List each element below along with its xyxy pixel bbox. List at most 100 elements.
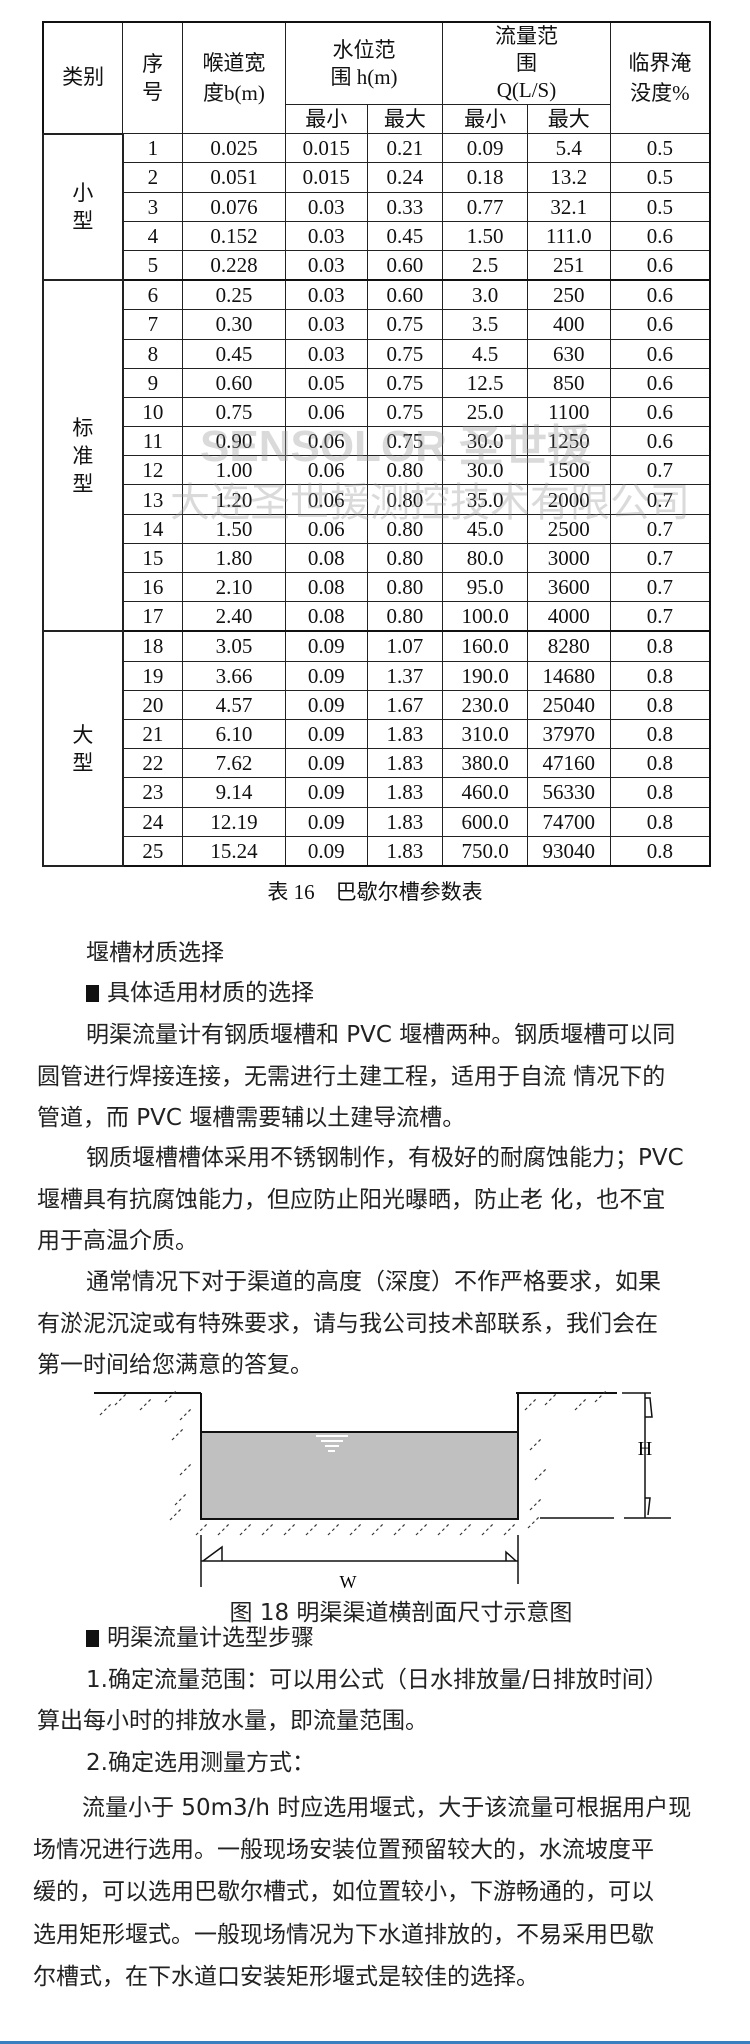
cell-level-min: 0.05 <box>284 367 368 398</box>
cell-level-max: 0.75 <box>366 338 444 369</box>
cell-seq: 5 <box>122 249 184 281</box>
cell-submergence: 0.8 <box>609 718 711 750</box>
cell-flow-max: 250 <box>526 279 611 311</box>
cell-submergence: 0.8 <box>609 835 711 867</box>
cell-level-min: 0.06 <box>284 396 368 428</box>
cell-flow-max: 1250 <box>526 426 611 457</box>
hatch-mark <box>349 1522 363 1536</box>
cell-level-min: 0.09 <box>284 748 368 779</box>
cell-submergence: 0.5 <box>609 162 711 193</box>
table-row: 24 12.19 0.09 1.83 600.0 74700 0.8 <box>43 806 711 837</box>
paragraph-line: 通常情况下对于渠道的高度（深度）不作严格要求，如果 <box>86 1269 661 1295</box>
cell-submergence: 0.6 <box>609 279 711 311</box>
hatch-mark <box>174 1492 188 1506</box>
cell-level-min: 0.06 <box>284 484 368 515</box>
hatch-mark <box>594 1389 608 1403</box>
hatch-mark <box>327 1522 341 1536</box>
header-seq: 序号 <box>122 21 184 135</box>
cell-level-min: 0.03 <box>284 279 368 311</box>
header-flow-min: 最小 <box>442 103 528 135</box>
cell-flow-max: 1500 <box>526 455 611 486</box>
table-row: 8 0.45 0.03 0.75 4.5 630 0.6 <box>43 338 711 369</box>
header-throat-text: 喉道宽度b(m) <box>202 51 266 106</box>
cell-throat-width: 2.40 <box>182 601 286 632</box>
table-row: 11 0.90 0.06 0.75 30.0 1250 0.6 <box>43 426 711 457</box>
cell-flow-max: 32.1 <box>526 191 611 222</box>
header-throat-width: 喉道宽度b(m) <box>182 21 286 135</box>
cell-submergence: 0.6 <box>609 309 711 340</box>
cell-flow-max: 630 <box>526 338 611 369</box>
cell-flow-min: 30.0 <box>442 426 528 457</box>
cell-flow-min: 310.0 <box>442 718 528 750</box>
cell-throat-width: 0.90 <box>182 426 286 457</box>
header-flow-text: 流量范围 Q(L/S) <box>494 24 558 102</box>
cell-level-max: 0.80 <box>366 455 444 486</box>
figure-caption: 图 18 明渠渠道横剖面尺寸示意图 <box>229 1600 573 1626</box>
hatch-mark <box>415 1522 429 1536</box>
section-title: 堰槽材质选择 <box>86 940 224 966</box>
hatch-mark <box>529 1437 543 1451</box>
category-cell: 大 型 <box>42 630 124 867</box>
cell-throat-width: 2.10 <box>182 571 286 603</box>
cell-submergence: 0.7 <box>609 601 711 632</box>
cell-flow-min: 80.0 <box>442 542 528 574</box>
cell-seq: 7 <box>122 309 184 340</box>
cell-level-max: 1.83 <box>366 835 444 867</box>
cell-level-min: 0.09 <box>284 718 368 750</box>
cell-seq: 9 <box>122 367 184 398</box>
cell-submergence: 0.7 <box>609 484 711 515</box>
cell-submergence: 0.6 <box>609 426 711 457</box>
cell-submergence: 0.6 <box>609 220 711 251</box>
cell-flow-max: 251 <box>526 249 611 281</box>
hatch-mark <box>179 1462 193 1476</box>
cell-level-min: 0.015 <box>284 133 368 164</box>
cell-level-max: 1.83 <box>366 748 444 779</box>
cell-flow-min: 12.5 <box>442 367 528 398</box>
category-cell: 小 型 <box>42 132 124 282</box>
hatch-mark <box>99 1402 113 1416</box>
hatch-mark <box>534 1467 548 1481</box>
header-flow-max: 最大 <box>526 103 611 135</box>
cell-level-max: 0.75 <box>366 426 444 457</box>
category-cell: 标准型 <box>42 279 124 633</box>
cell-flow-min: 750.0 <box>442 835 528 867</box>
height-label: H <box>638 1438 652 1460</box>
table-row: 9 0.60 0.05 0.75 12.5 850 0.6 <box>43 367 711 398</box>
table-row: 21 6.10 0.09 1.83 310.0 37970 0.8 <box>43 718 711 750</box>
cell-level-max: 0.80 <box>366 542 444 574</box>
cell-flow-max: 14680 <box>526 660 611 691</box>
hatch-mark <box>503 1522 517 1536</box>
paragraph-line: 1.确定流量范围：可以用公式（日水排放量/日排放时间） <box>86 1667 668 1693</box>
cell-level-min: 0.09 <box>284 689 368 720</box>
header-flow-range: 流量范围 Q(L/S) <box>442 21 611 105</box>
cell-flow-min: 3.0 <box>442 279 528 311</box>
cell-seq: 1 <box>122 133 184 164</box>
cell-flow-max: 74700 <box>526 806 611 837</box>
cell-level-max: 0.24 <box>366 162 444 193</box>
cell-flow-min: 380.0 <box>442 748 528 779</box>
cell-seq: 21 <box>122 718 184 750</box>
cell-seq: 18 <box>122 630 184 662</box>
cell-throat-width: 0.75 <box>182 396 286 428</box>
cell-seq: 4 <box>122 220 184 251</box>
cell-flow-min: 4.5 <box>442 338 528 369</box>
hatch-mark <box>169 1507 183 1521</box>
cell-level-max: 0.45 <box>366 220 444 251</box>
cell-level-max: 1.37 <box>366 660 444 691</box>
cell-level-min: 0.03 <box>284 249 368 281</box>
header-seq-text: 序号 <box>142 52 164 105</box>
cell-level-min: 0.015 <box>284 162 368 193</box>
table-row: 13 1.20 0.06 0.80 35.0 2000 0.7 <box>43 484 711 515</box>
cell-throat-width: 7.62 <box>182 748 286 779</box>
cell-throat-width: 0.60 <box>182 367 286 398</box>
cell-submergence: 0.7 <box>609 542 711 574</box>
header-level-text: 水位范围 h(m) <box>330 37 398 89</box>
paragraph-line: 钢质堰槽槽体采用不锈钢制作，有极好的耐腐蚀能力；PVC <box>86 1145 684 1171</box>
cell-flow-max: 25040 <box>526 689 611 720</box>
cell-level-max: 0.80 <box>366 513 444 544</box>
cell-flow-min: 1.50 <box>442 220 528 251</box>
bullet-heading-materials: 具体适用材质的选择 <box>86 978 314 1008</box>
cell-level-min: 0.06 <box>284 426 368 457</box>
paragraph-line: 流量小于 50m3/h 时应选用堰式，大于该流量可根据用户现 <box>82 1795 692 1821</box>
table-row: 22 7.62 0.09 1.83 380.0 47160 0.8 <box>43 748 711 779</box>
